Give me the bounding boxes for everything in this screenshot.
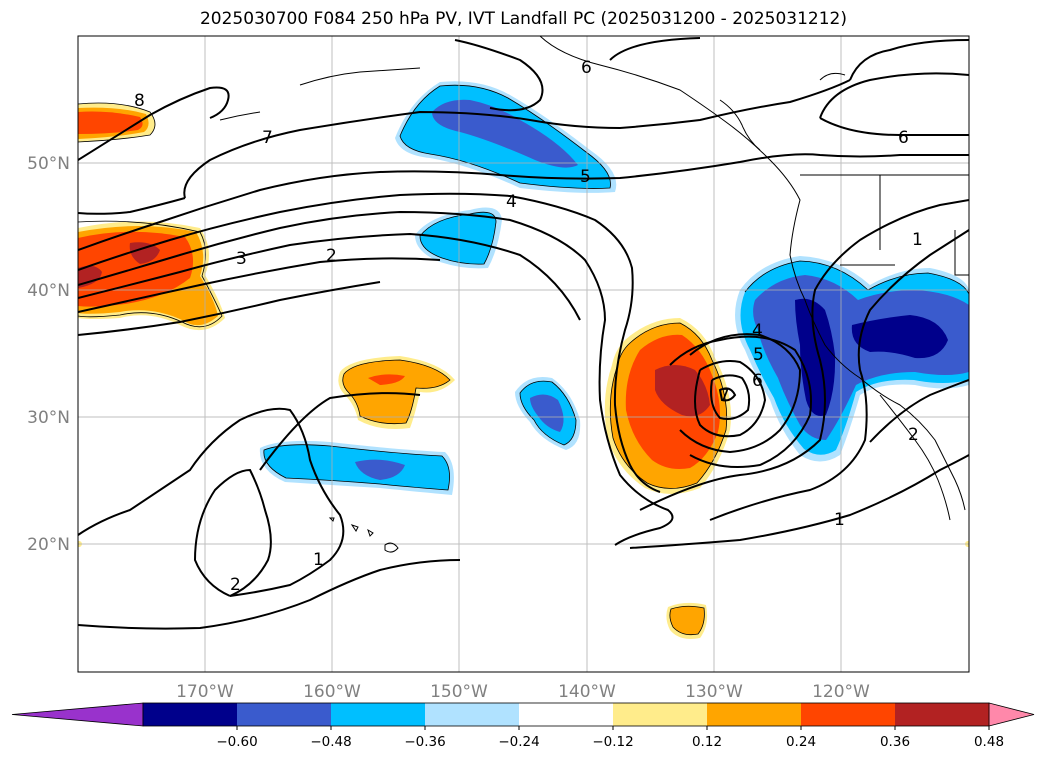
gridlines xyxy=(78,36,969,672)
lon-label: 120°W xyxy=(812,682,870,702)
contour-label: 7 xyxy=(262,128,273,148)
colorbar-segment xyxy=(237,703,332,726)
lat-label: 40°N xyxy=(27,281,70,301)
colorbar-extend-min xyxy=(11,702,144,727)
contour-label: 4 xyxy=(506,192,517,212)
contour-label: 1 xyxy=(313,550,324,570)
colorbar-segment xyxy=(707,703,802,726)
ivt-shading xyxy=(78,81,969,639)
contour-label: 7 xyxy=(719,386,730,406)
contour-label: 3 xyxy=(236,249,247,269)
lon-label: 140°W xyxy=(558,682,616,702)
colorbar-segment xyxy=(143,703,238,726)
colorbar-segment xyxy=(801,703,896,726)
map-title: 2025030700 F084 250 hPa PV, IVT Landfall… xyxy=(199,9,847,29)
contour-label: 6 xyxy=(898,128,909,148)
lat-label: 50°N xyxy=(27,154,70,174)
lon-labels: 170°W 160°W 150°W 140°W 130°W 120°W xyxy=(176,682,870,702)
contour-label: 2 xyxy=(326,246,337,266)
colorbar-segment xyxy=(425,703,520,726)
colorbar-tick-label: −0.36 xyxy=(404,734,445,750)
colorbar: −0.60 −0.48 −0.36 −0.24 −0.12 0.12 0.24 0.36 0.4… xyxy=(11,702,1035,750)
contour-label: 2 xyxy=(908,425,919,445)
lat-labels: 50°N 40°N 30°N 20°N xyxy=(27,154,70,555)
contour-label: 6 xyxy=(581,58,592,78)
colorbar-tick-label: 0.12 xyxy=(692,734,722,750)
lon-label: 150°W xyxy=(430,682,488,702)
coastlines xyxy=(219,36,969,553)
contour-label: 5 xyxy=(753,345,764,365)
colorbar-tick-label: −0.60 xyxy=(216,734,257,750)
contour-label: 4 xyxy=(752,321,763,341)
lon-label: 160°W xyxy=(303,682,361,702)
colorbar-tick-label: 0.48 xyxy=(974,734,1004,750)
pv-contours xyxy=(78,37,969,630)
colorbar-tick-label: 0.36 xyxy=(880,734,910,750)
contour-label: 8 xyxy=(134,91,145,111)
contour-label: 5 xyxy=(580,167,591,187)
contour-label: 2 xyxy=(230,575,241,595)
colorbar-segment xyxy=(895,703,990,726)
contour-label: 1 xyxy=(912,230,923,250)
colorbar-segment xyxy=(613,703,708,726)
lat-label: 30°N xyxy=(27,408,70,428)
lon-label: 130°W xyxy=(685,682,743,702)
colorbar-tick-label: −0.48 xyxy=(310,734,351,750)
lat-label: 20°N xyxy=(27,535,70,555)
colorbar-tick-label: −0.24 xyxy=(498,734,539,750)
colorbar-frame xyxy=(142,702,990,727)
contour-label: 6 xyxy=(752,371,763,391)
colorbar-segment xyxy=(519,703,614,726)
map-frame xyxy=(77,35,970,673)
colorbar-tick-label: 0.24 xyxy=(786,734,816,750)
colorbar-segment xyxy=(331,703,426,726)
ivt-outlines xyxy=(78,84,969,636)
pv-contour-labels: 8 7 6 6 5 4 3 2 1 2 4 5 6 7 1 1 2 xyxy=(134,58,923,595)
colorbar-tick-label: −0.12 xyxy=(592,734,633,750)
lon-label: 170°W xyxy=(176,682,234,702)
colorbar-extend-max xyxy=(988,702,1035,727)
contour-label: 1 xyxy=(834,510,845,530)
